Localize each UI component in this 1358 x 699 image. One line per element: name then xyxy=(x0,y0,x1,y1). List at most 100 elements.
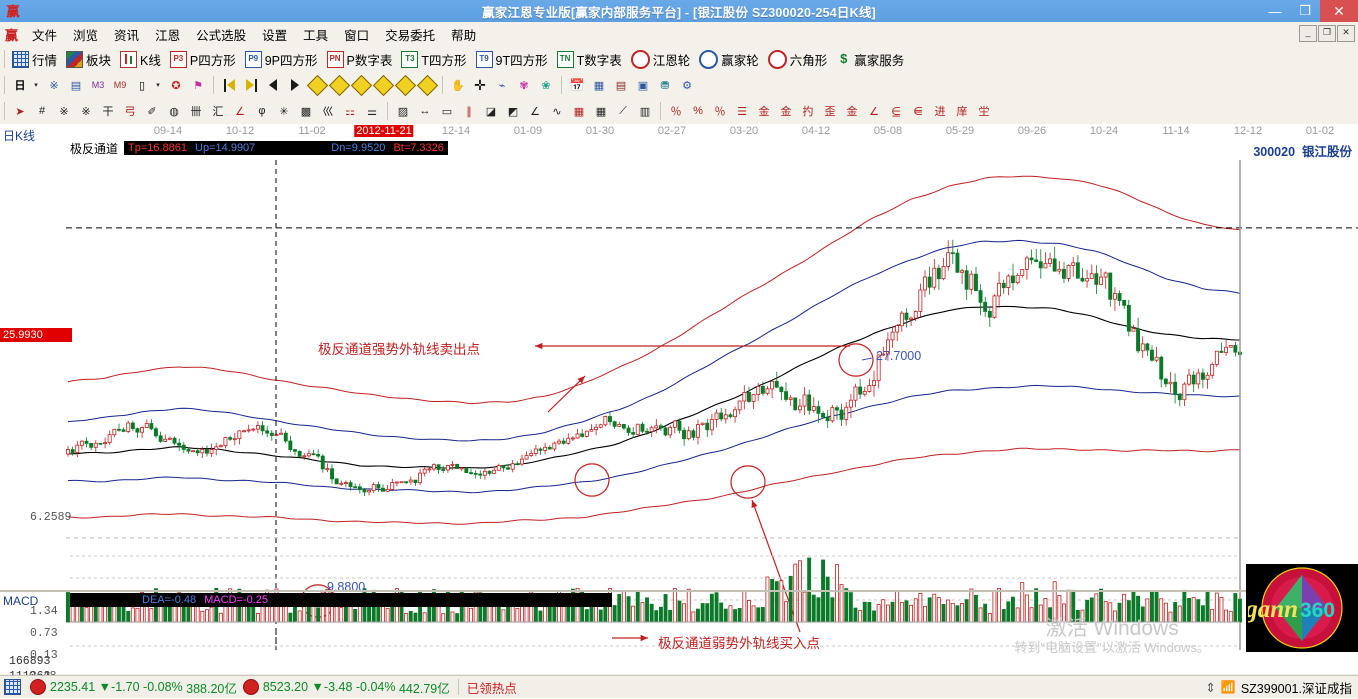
draw-tool-fan-down[interactable]: ⋹ xyxy=(907,101,929,121)
toolbar-button-t-number[interactable]: TN T数字表 xyxy=(554,49,628,70)
palette-button[interactable]: ❀ xyxy=(535,75,557,96)
draw-tool-angle-line[interactable]: ∠ xyxy=(229,101,251,121)
mdi-close-button[interactable]: ✕ xyxy=(1337,25,1355,42)
draw-tool-star[interactable]: ✳ xyxy=(273,101,295,121)
draw-tool-gann-grid[interactable]: ※ xyxy=(53,101,75,121)
brush-button[interactable]: ✾ xyxy=(513,75,535,96)
calculator-button[interactable]: ▦ xyxy=(588,75,610,96)
report-button[interactable]: ▤ xyxy=(65,75,87,96)
draw-tool-trend-mark[interactable]: ⼮ xyxy=(317,101,339,121)
candle-style-button[interactable]: ▯ xyxy=(131,75,153,96)
draw-tool-gold-ratio[interactable]: 金 xyxy=(753,101,775,121)
price-panel[interactable] xyxy=(0,160,1358,650)
draw-tool-cycle[interactable]: φ xyxy=(251,101,273,121)
zoom-left-button[interactable] xyxy=(306,74,328,96)
menu-item-trade[interactable]: 交易委托 xyxy=(385,28,436,43)
network-button[interactable]: ⛃ xyxy=(654,75,676,96)
maximize-button[interactable]: ❐ xyxy=(1299,3,1311,18)
crosshair-lock-button[interactable]: ✪ xyxy=(165,75,187,96)
quotes-grid-icon[interactable] xyxy=(4,679,21,695)
period-day-button[interactable]: 日 xyxy=(9,75,31,96)
draw-tool-gold-section[interactable]: 金 xyxy=(775,101,797,121)
draw-tool-gann-box[interactable]: 干 xyxy=(97,101,119,121)
draw-tool-levels[interactable]: ☰ xyxy=(731,101,753,121)
candle-dropdown-button[interactable]: ▾ xyxy=(153,75,165,96)
draw-tool-gann-wave[interactable]: 弓 xyxy=(119,101,141,121)
menu-item-file[interactable]: 文件 xyxy=(32,28,58,43)
toolbar-button-service[interactable]: $ 赢家服务 xyxy=(833,49,910,70)
draw-tool-grid-lines[interactable]: ▨ xyxy=(392,101,414,121)
menu-item-formula[interactable]: 公式选股 xyxy=(196,28,247,43)
toolbar-button-hexagon[interactable]: 六角形 xyxy=(765,49,834,70)
draw-tool-link[interactable]: ↔ xyxy=(414,101,436,121)
zoom-right-button[interactable] xyxy=(328,74,350,96)
zoom-out-button[interactable] xyxy=(372,74,394,96)
draw-tool-fib-arc[interactable]: ⚌ xyxy=(361,101,383,121)
toolbar-button-t9-square[interactable]: T9 9T四方形 xyxy=(473,49,554,70)
draw-tool-circle-tool[interactable]: ◍ xyxy=(163,101,185,121)
draw-tool-gann-fan[interactable]: # xyxy=(31,101,53,121)
menu-item-window[interactable]: 窗口 xyxy=(344,28,370,43)
draw-tool-magnet[interactable]: ✐ xyxy=(141,101,163,121)
draw-tool-speed-line[interactable]: 歪 xyxy=(819,101,841,121)
draw-tool-zigzag[interactable]: ∿ xyxy=(546,101,568,121)
draw-tool-step[interactable]: 进 xyxy=(929,101,951,121)
zoom-in-button[interactable] xyxy=(350,74,372,96)
toolbar-button-p-square[interactable]: P3 P四方形 xyxy=(167,49,242,70)
draw-tool-table2[interactable]: ▦ xyxy=(590,101,612,121)
draw-tool-bars[interactable]: ▥ xyxy=(634,101,656,121)
draw-tool-fan-up[interactable]: ⋸ xyxy=(885,101,907,121)
menu-item-tools[interactable]: 工具 xyxy=(303,28,329,43)
draw-tool-gann-angle[interactable]: ※ xyxy=(75,101,97,121)
draw-tool-channel[interactable]: ◪ xyxy=(480,101,502,121)
menu-item-settings[interactable]: 设置 xyxy=(262,28,288,43)
toolbar-button-winner-wheel[interactable]: 赢家轮 xyxy=(696,49,765,70)
toolbar-button-t-square[interactable]: T3 T四方形 xyxy=(398,49,472,70)
draw-tool-rect-tool[interactable]: ▭ xyxy=(436,101,458,121)
mdi-minimize-button[interactable]: _ xyxy=(1299,25,1317,42)
measure-button[interactable]: ⌁ xyxy=(491,75,513,96)
menu-item-news[interactable]: 资讯 xyxy=(114,28,140,43)
mdi-restore-button[interactable]: ❐ xyxy=(1318,25,1336,42)
expand-button[interactable] xyxy=(394,74,416,96)
period-dropdown-button[interactable]: ▾ xyxy=(31,75,43,96)
draw-tool-square-root[interactable]: 汇 xyxy=(207,101,229,121)
draw-tool-parallel[interactable]: ∥ xyxy=(458,101,480,121)
toolbar-button-kline[interactable]: K线 xyxy=(117,49,167,70)
collapse-button[interactable] xyxy=(416,74,438,96)
last-page-button[interactable] xyxy=(240,75,262,96)
minimize-button[interactable]: — xyxy=(1268,3,1282,19)
draw-tool-ladder[interactable]: 卌 xyxy=(185,101,207,121)
overlay-button[interactable]: ※ xyxy=(43,75,65,96)
menu-item-gann[interactable]: 江恩 xyxy=(155,28,181,43)
toolbar-button-sectors[interactable]: 板块 xyxy=(63,49,117,70)
draw-tool-exit-tool[interactable]: 坣 xyxy=(973,101,995,121)
crosshair-button[interactable]: ✛ xyxy=(469,75,491,96)
close-button[interactable]: ✕ xyxy=(1320,0,1358,22)
menu-item-help[interactable]: 帮助 xyxy=(451,28,477,43)
toolbar-button-p-number[interactable]: PN P数字表 xyxy=(324,49,399,70)
toolbar-button-p9-square[interactable]: P9 9P四方形 xyxy=(242,49,324,70)
draw-tool-wave-count[interactable]: 庠 xyxy=(951,101,973,121)
formula9-button[interactable]: M9 xyxy=(109,75,131,96)
draw-tool-gold-line[interactable]: 金 xyxy=(841,101,863,121)
calendar-button[interactable]: 📅 xyxy=(566,75,588,96)
draw-tool-cursor-arrow[interactable]: ➤ xyxy=(9,101,31,121)
draw-tool-gold-tool[interactable]: 扚 xyxy=(797,101,819,121)
toolbar-button-gann-wheel[interactable]: 江恩轮 xyxy=(628,49,697,70)
chart-canvas[interactable]: 日K线 09-14 10-12 11-02 2012-11-21 12-14 01-09 0… xyxy=(0,124,1358,699)
draw-tool-percent[interactable]: % xyxy=(687,101,709,121)
draw-tool-slope[interactable]: ⟋ xyxy=(612,101,634,121)
draw-tool-percent-fib[interactable]: ％ xyxy=(665,101,687,121)
draw-tool-fib-fan[interactable]: ⚏ xyxy=(339,101,361,121)
draw-tool-pitchfork[interactable]: ◩ xyxy=(502,101,524,121)
prev-button[interactable] xyxy=(262,75,284,96)
hand-tool-button[interactable]: ✋ xyxy=(447,75,469,96)
settings-button[interactable]: ⚙ xyxy=(676,75,698,96)
toolbar-button-quotes[interactable]: 行情 xyxy=(9,49,63,70)
draw-tool-matrix[interactable]: ▩ xyxy=(295,101,317,121)
first-page-button[interactable] xyxy=(218,75,240,96)
draw-tool-table[interactable]: ▦ xyxy=(568,101,590,121)
menu-item-browse[interactable]: 浏览 xyxy=(73,28,99,43)
formula3-button[interactable]: M3 xyxy=(87,75,109,96)
